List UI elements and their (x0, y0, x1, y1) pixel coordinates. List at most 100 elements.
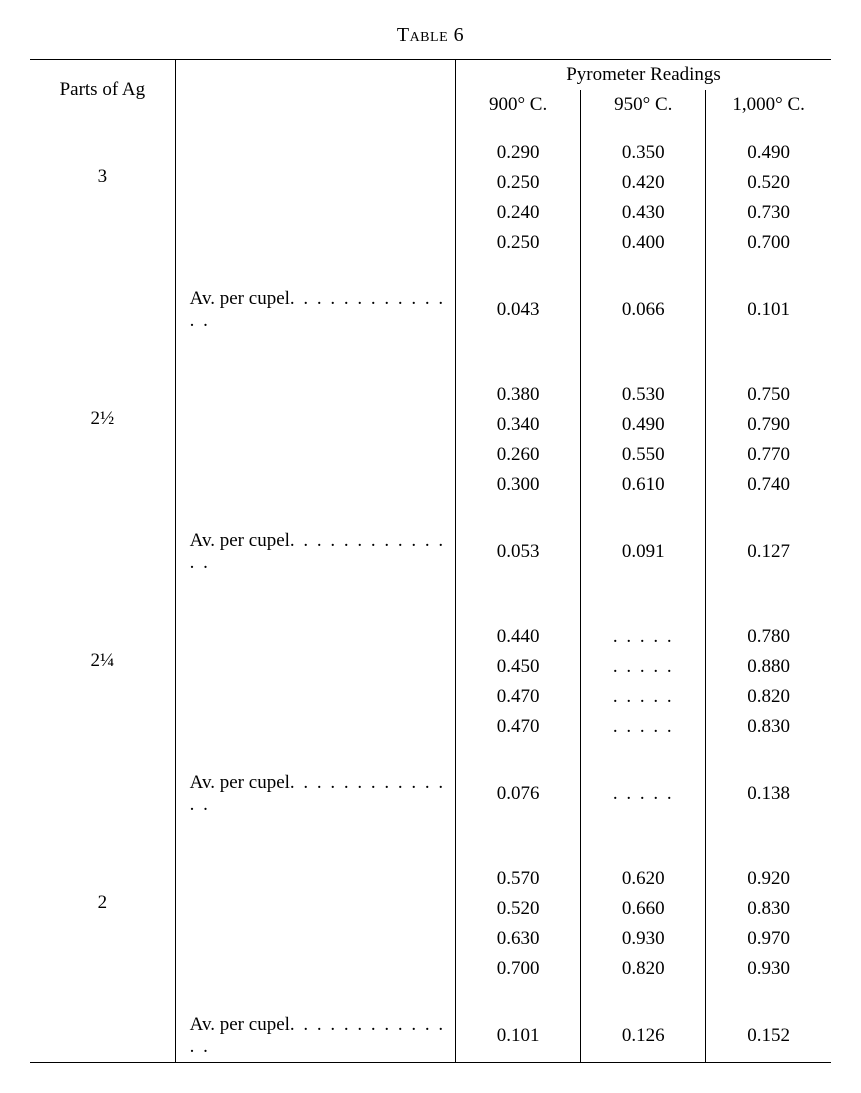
table-cell: 0.340 (456, 410, 581, 440)
parts-cell: 2 (30, 864, 175, 984)
table-cell: 0.101 (456, 1010, 581, 1063)
desc-cell (175, 924, 455, 954)
avg-label: Av. per cupel (190, 288, 290, 309)
desc-cell (175, 894, 455, 924)
avg-row: Av. per cupel. . . . . . . . . . . . . .… (30, 284, 831, 336)
desc-cell (175, 198, 455, 228)
avg-row: Av. per cupel. . . . . . . . . . . . . .… (30, 768, 831, 820)
desc-cell (175, 682, 455, 712)
table-cell: 0.750 (706, 380, 831, 410)
desc-cell (175, 470, 455, 500)
table-cell: 0.043 (456, 284, 581, 336)
desc-cell (175, 712, 455, 742)
table-cell: 0.420 (581, 168, 706, 198)
table-cell: 0.740 (706, 470, 831, 500)
table-cell: 0.700 (706, 228, 831, 258)
table-cell: 0.970 (706, 924, 831, 954)
table-cell: . . . . . (581, 622, 706, 652)
avg-row: Av. per cupel. . . . . . . . . . . . . .… (30, 526, 831, 578)
table-cell: 0.440 (456, 622, 581, 652)
avg-label: Av. per cupel (190, 772, 290, 793)
parts-cell-empty (30, 284, 175, 336)
table-cell: 0.126 (581, 1010, 706, 1063)
desc-cell (175, 440, 455, 470)
parts-cell-empty (30, 768, 175, 820)
table-cell: 0.290 (456, 138, 581, 168)
parts-cell: 3 (30, 138, 175, 258)
table-cell: 0.490 (706, 138, 831, 168)
table-cell: 0.076 (456, 768, 581, 820)
desc-cell (175, 652, 455, 682)
table-cell: 0.350 (581, 138, 706, 168)
table-cell: 0.660 (581, 894, 706, 924)
desc-cell (175, 954, 455, 984)
table-cell: 0.138 (706, 768, 831, 820)
table-cell: 0.250 (456, 168, 581, 198)
table-body: 30.2900.3500.4900.2500.4200.5200.2400.43… (30, 120, 831, 1063)
caption-label: Table (397, 24, 448, 46)
table-cell: 0.570 (456, 864, 581, 894)
empty-dots: . . . . . (613, 716, 674, 737)
parts-cell-empty (30, 1010, 175, 1063)
desc-cell (175, 138, 455, 168)
table-cell: 0.920 (706, 864, 831, 894)
table-row: 2¼0.440. . . . .0.780 (30, 622, 831, 652)
table-cell: 0.127 (706, 526, 831, 578)
table-cell: 0.240 (456, 198, 581, 228)
spacer-row (30, 578, 831, 604)
table-cell: 0.053 (456, 526, 581, 578)
table-cell: 0.820 (581, 954, 706, 984)
table-cell: . . . . . (581, 682, 706, 712)
col-950-header: 950° C. (581, 90, 706, 120)
spacer-row (30, 846, 831, 864)
col-parts-header: Parts of Ag (30, 60, 175, 121)
desc-cell (175, 864, 455, 894)
table-cell: 0.520 (706, 168, 831, 198)
spacer-row (30, 120, 831, 138)
table-cell: 0.830 (706, 894, 831, 924)
avg-label: Av. per cupel (190, 530, 290, 551)
table-cell: 0.400 (581, 228, 706, 258)
avg-label-cell: Av. per cupel. . . . . . . . . . . . . . (175, 284, 455, 336)
table-cell: 0.610 (581, 470, 706, 500)
table-cell: 0.930 (706, 954, 831, 984)
table-cell: 0.780 (706, 622, 831, 652)
table-cell: 0.550 (581, 440, 706, 470)
table-cell: 0.450 (456, 652, 581, 682)
table-cell: 0.470 (456, 712, 581, 742)
table-cell: 0.260 (456, 440, 581, 470)
avg-label-cell: Av. per cupel. . . . . . . . . . . . . . (175, 526, 455, 578)
empty-dots: . . . . . (613, 686, 674, 707)
empty-dots: . . . . . (613, 656, 674, 677)
col-desc-header (175, 60, 455, 121)
table-cell: 0.250 (456, 228, 581, 258)
table-cell: . . . . . (581, 768, 706, 820)
empty-dots: . . . . . (613, 626, 674, 647)
caption-number: 6 (454, 24, 465, 46)
desc-cell (175, 622, 455, 652)
table-cell: 0.930 (581, 924, 706, 954)
spacer-row (30, 604, 831, 622)
desc-cell (175, 410, 455, 440)
parts-cell: 2½ (30, 380, 175, 500)
avg-label-cell: Av. per cupel. . . . . . . . . . . . . . (175, 1010, 455, 1063)
spacer-row (30, 500, 831, 526)
avg-label: Av. per cupel (190, 1014, 290, 1035)
desc-cell (175, 228, 455, 258)
table-cell: 0.700 (456, 954, 581, 984)
table-cell: 0.091 (581, 526, 706, 578)
spacer-row (30, 258, 831, 284)
page: Table 6 Parts of Ag Pyrometer Readings 9… (0, 0, 861, 1093)
spacer-row (30, 336, 831, 362)
parts-cell: 2¼ (30, 622, 175, 742)
col-1000-header: 1,000° C. (706, 90, 831, 120)
spacer-row (30, 820, 831, 846)
avg-row: Av. per cupel. . . . . . . . . . . . . .… (30, 1010, 831, 1063)
parts-cell-empty (30, 526, 175, 578)
table-cell: 0.101 (706, 284, 831, 336)
spacer-row (30, 984, 831, 1010)
table-cell: 0.730 (706, 198, 831, 228)
spacer-row (30, 742, 831, 768)
table-row: 2½0.3800.5300.750 (30, 380, 831, 410)
col-group-header: Pyrometer Readings (456, 60, 831, 91)
